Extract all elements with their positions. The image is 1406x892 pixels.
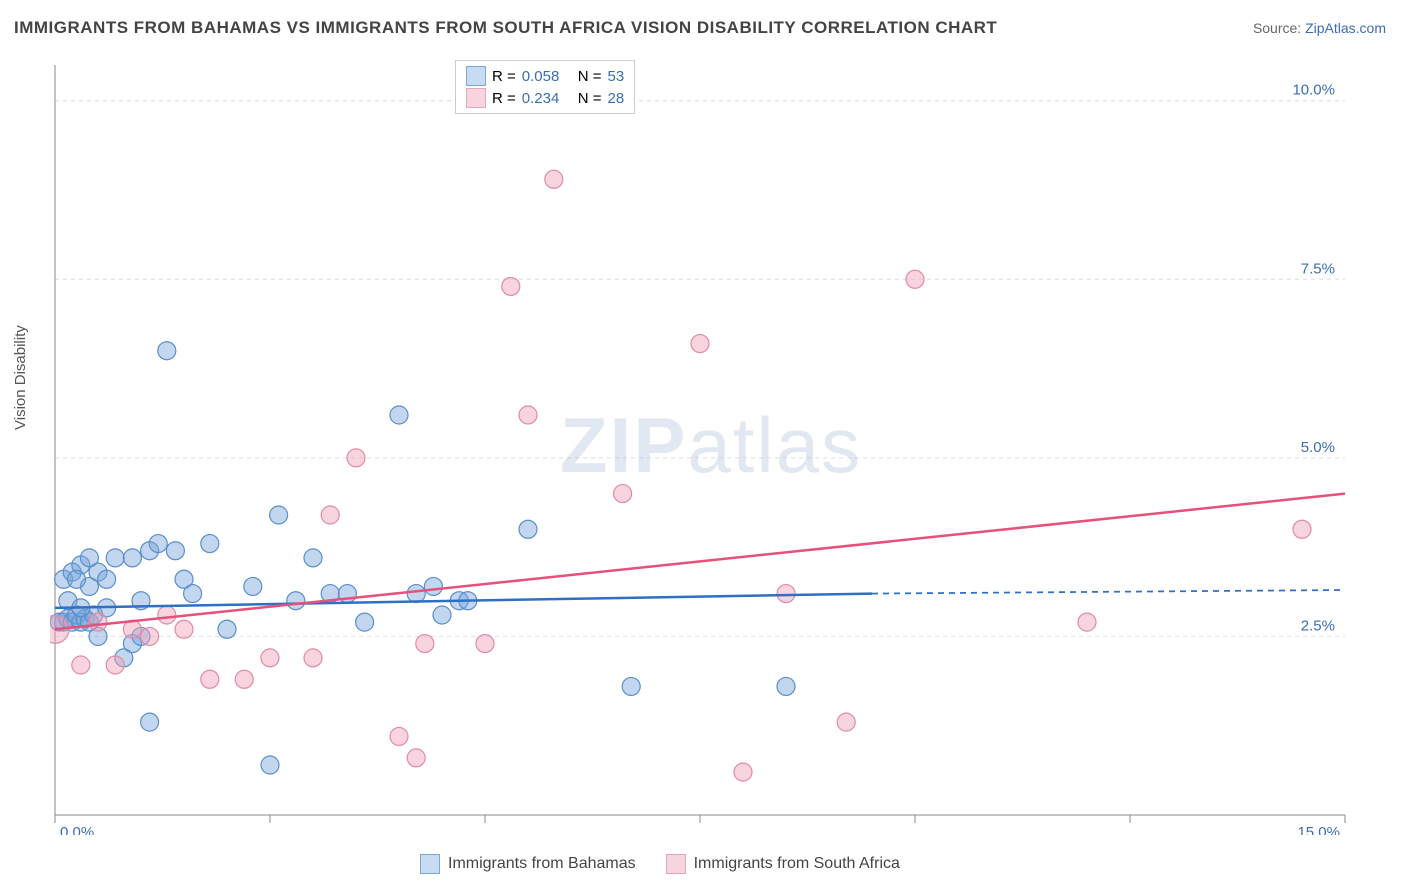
source-attribution: Source: ZipAtlas.com — [1253, 20, 1386, 36]
svg-text:5.0%: 5.0% — [1301, 439, 1335, 456]
n-value-bahamas: 53 — [608, 68, 625, 85]
legend-item-southafrica: Immigrants from South Africa — [666, 854, 900, 874]
swatch-bahamas — [466, 66, 486, 86]
svg-text:0.0%: 0.0% — [60, 824, 94, 835]
source-link[interactable]: ZipAtlas.com — [1305, 20, 1386, 36]
swatch-bahamas-icon — [420, 854, 440, 874]
legend-correlation-box: R = 0.058 N = 53 R = 0.234 N = 28 — [455, 60, 635, 114]
legend-item-bahamas: Immigrants from Bahamas — [420, 854, 636, 874]
r-label: R = — [492, 68, 516, 85]
swatch-southafrica-icon — [666, 854, 686, 874]
svg-text:15.0%: 15.0% — [1297, 824, 1340, 835]
y-axis-label: Vision Disability — [12, 325, 29, 430]
r-value-southafrica: 0.234 — [522, 90, 572, 107]
n-label: N = — [578, 68, 602, 85]
scatter-chart-svg: 2.5% 5.0% 7.5% 10.0% 0.0% 15.0% — [50, 55, 1350, 835]
legend-row-bahamas: R = 0.058 N = 53 — [466, 65, 624, 87]
legend-series: Immigrants from Bahamas Immigrants from … — [420, 854, 900, 874]
r-label: R = — [492, 90, 516, 107]
n-value-southafrica: 28 — [608, 90, 625, 107]
chart-title: IMMIGRANTS FROM BAHAMAS VS IMMIGRANTS FR… — [14, 18, 997, 38]
svg-text:2.5%: 2.5% — [1301, 617, 1335, 634]
chart-area: 2.5% 5.0% 7.5% 10.0% 0.0% 15.0% — [50, 55, 1350, 835]
r-value-bahamas: 0.058 — [522, 68, 572, 85]
svg-text:10.0%: 10.0% — [1292, 82, 1335, 99]
legend-row-southafrica: R = 0.234 N = 28 — [466, 87, 624, 109]
source-prefix: Source: — [1253, 20, 1305, 36]
legend-label-southafrica: Immigrants from South Africa — [694, 855, 900, 873]
n-label: N = — [578, 90, 602, 107]
svg-text:7.5%: 7.5% — [1301, 260, 1335, 277]
swatch-southafrica — [466, 88, 486, 108]
legend-label-bahamas: Immigrants from Bahamas — [448, 855, 636, 873]
